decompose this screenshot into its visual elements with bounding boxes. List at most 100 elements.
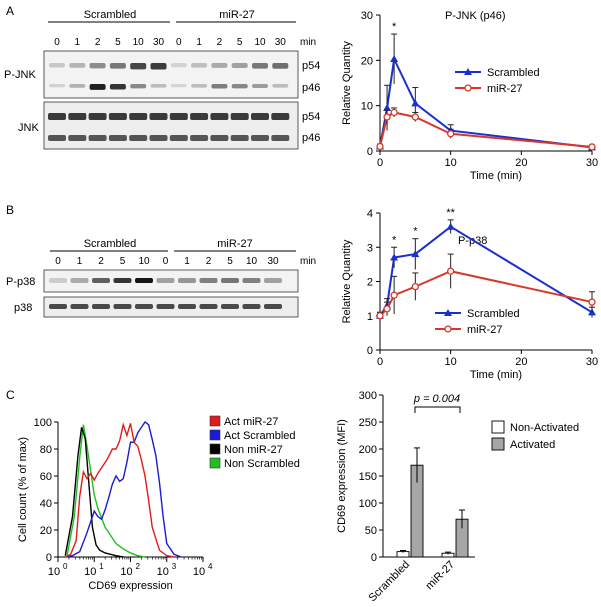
y-axis-label: Cell count (% of max) bbox=[17, 437, 29, 542]
band-pjnk-p46 bbox=[231, 84, 248, 89]
legend-label: Scrambled bbox=[467, 308, 520, 320]
band-jnk-p54 bbox=[68, 113, 87, 120]
lane-time-label: 2 bbox=[217, 37, 223, 48]
x-axis-label: Time (min) bbox=[470, 369, 522, 381]
band-jnk-p54 bbox=[88, 113, 107, 120]
data-point-circle bbox=[447, 267, 455, 275]
legend-label: Activated bbox=[510, 439, 555, 451]
band-pp38 bbox=[264, 278, 282, 283]
lane-time-label: 30 bbox=[267, 256, 279, 267]
group-label-mir27-a: miR-27 bbox=[219, 9, 254, 21]
legend-label: Non-Activated bbox=[510, 422, 579, 434]
histogram-act-scrambled bbox=[65, 420, 182, 558]
blot-bands-b bbox=[49, 278, 282, 309]
band-pjnk-p54 bbox=[89, 63, 106, 69]
y-tick-label: 20 bbox=[40, 525, 52, 537]
band-jnk-p46 bbox=[230, 135, 249, 141]
significance-marker: * bbox=[413, 226, 418, 238]
row-label-p38: p38 bbox=[14, 302, 32, 314]
time-unit-b: min bbox=[300, 256, 316, 267]
data-point-circle bbox=[376, 312, 384, 320]
lane-time-label: 10 bbox=[138, 256, 150, 267]
band-jnk-p54 bbox=[251, 113, 269, 120]
lane-time-label: 0 bbox=[163, 256, 169, 267]
band-jnk-p54 bbox=[271, 113, 290, 120]
histogram-non-mir-27 bbox=[64, 427, 124, 558]
band-pp38 bbox=[221, 278, 239, 283]
x-tick-exponent: 1 bbox=[99, 562, 104, 571]
band-label-p54-a2: p54 bbox=[302, 111, 320, 123]
band-pjnk-p54 bbox=[150, 63, 167, 70]
band-pjnk-p54 bbox=[191, 63, 208, 68]
band-label-p46-a2: p46 bbox=[302, 132, 320, 144]
y-tick-label: 100 bbox=[34, 417, 52, 429]
legend-swatch bbox=[209, 457, 221, 469]
band-jnk-p46 bbox=[88, 135, 107, 141]
y-tick-label: 1 bbox=[367, 311, 373, 323]
legend-label: Non miR-27 bbox=[224, 444, 283, 456]
band-jnk-p46 bbox=[68, 135, 87, 141]
band-p38 bbox=[156, 304, 175, 309]
band-pp38 bbox=[178, 278, 196, 283]
band-pp38 bbox=[199, 278, 218, 283]
data-point-circle bbox=[588, 298, 596, 306]
band-jnk-p46 bbox=[190, 135, 209, 141]
y-axis-label: CD69 expression (MFI) bbox=[336, 419, 348, 533]
x-tick-label: 10 bbox=[120, 566, 132, 578]
band-pp38 bbox=[92, 278, 110, 283]
x-tick-exponent: 4 bbox=[208, 562, 213, 571]
x-tick-label: 20 bbox=[515, 356, 527, 368]
lane-time-label: 2 bbox=[206, 256, 212, 267]
data-point-triangle bbox=[390, 253, 399, 261]
lane-time-label: 1 bbox=[75, 37, 81, 48]
band-pjnk-p54 bbox=[69, 63, 86, 68]
chart-pjnk-timecourse: 0 10 20 30 0 10 20 30 Time (min) Relative Quantit… bbox=[341, 10, 598, 182]
band-jnk-p54 bbox=[129, 113, 148, 120]
band-pjnk-p46 bbox=[130, 84, 147, 89]
legend-swatch bbox=[491, 437, 505, 451]
x-tick-label: 10 bbox=[445, 157, 457, 169]
y-tick-label: 2 bbox=[367, 277, 373, 289]
y-axis-label: Relative Quantity bbox=[341, 41, 353, 125]
lane-time-label: 0 bbox=[176, 37, 182, 48]
band-pjnk-p46 bbox=[272, 84, 289, 88]
legend-label: Non Scrambled bbox=[224, 458, 300, 470]
band-jnk-p46 bbox=[48, 135, 66, 141]
band-p38 bbox=[49, 304, 67, 309]
band-pjnk-p46 bbox=[109, 84, 126, 90]
legend-label: Scrambled bbox=[487, 67, 540, 79]
blot-b: Scrambled miR-27 0 1 2 5 10 0 1 2 5 10 30 min P-p3… bbox=[6, 238, 316, 318]
category-label: miR-27 bbox=[424, 559, 458, 593]
data-point-triangle bbox=[411, 99, 420, 107]
x-tick-label: 30 bbox=[586, 356, 598, 368]
y-tick-label: 0 bbox=[367, 345, 373, 357]
data-point-circle bbox=[588, 143, 596, 151]
data-point-triangle bbox=[446, 222, 455, 230]
data-point-circle bbox=[383, 305, 391, 313]
band-pp38 bbox=[156, 278, 175, 283]
blot-bands-a bbox=[48, 63, 290, 141]
band-p38 bbox=[178, 304, 196, 309]
band-jnk-p46 bbox=[271, 135, 290, 141]
lane-time-label: 10 bbox=[246, 256, 258, 267]
y-tick-label: 200 bbox=[359, 444, 377, 456]
series-line-mir27 bbox=[379, 111, 593, 148]
band-pjnk-p46 bbox=[170, 84, 187, 88]
band-jnk-p46 bbox=[149, 135, 168, 141]
chart-title: P-JNK (p46) bbox=[445, 10, 506, 22]
band-jnk-p54 bbox=[108, 113, 127, 120]
legend-marker bbox=[444, 325, 452, 333]
data-point-triangle bbox=[383, 103, 392, 111]
group-label-scrambled-a: Scrambled bbox=[84, 9, 137, 21]
histogram-act-mir-27 bbox=[64, 422, 175, 558]
band-pjnk-p54 bbox=[211, 63, 228, 68]
y-tick-label: 150 bbox=[359, 471, 377, 483]
x-tick-exponent: 0 bbox=[63, 562, 68, 571]
data-point-circle bbox=[390, 108, 398, 117]
series-line-scrambled bbox=[379, 55, 593, 149]
band-label-p46-a1: p46 bbox=[302, 82, 320, 94]
band-pjnk-p46 bbox=[252, 84, 268, 89]
chart-cd69-mfi-bars: 0 50 100 150 200 250 300 CD69 expression (MFI) S… bbox=[336, 390, 579, 604]
